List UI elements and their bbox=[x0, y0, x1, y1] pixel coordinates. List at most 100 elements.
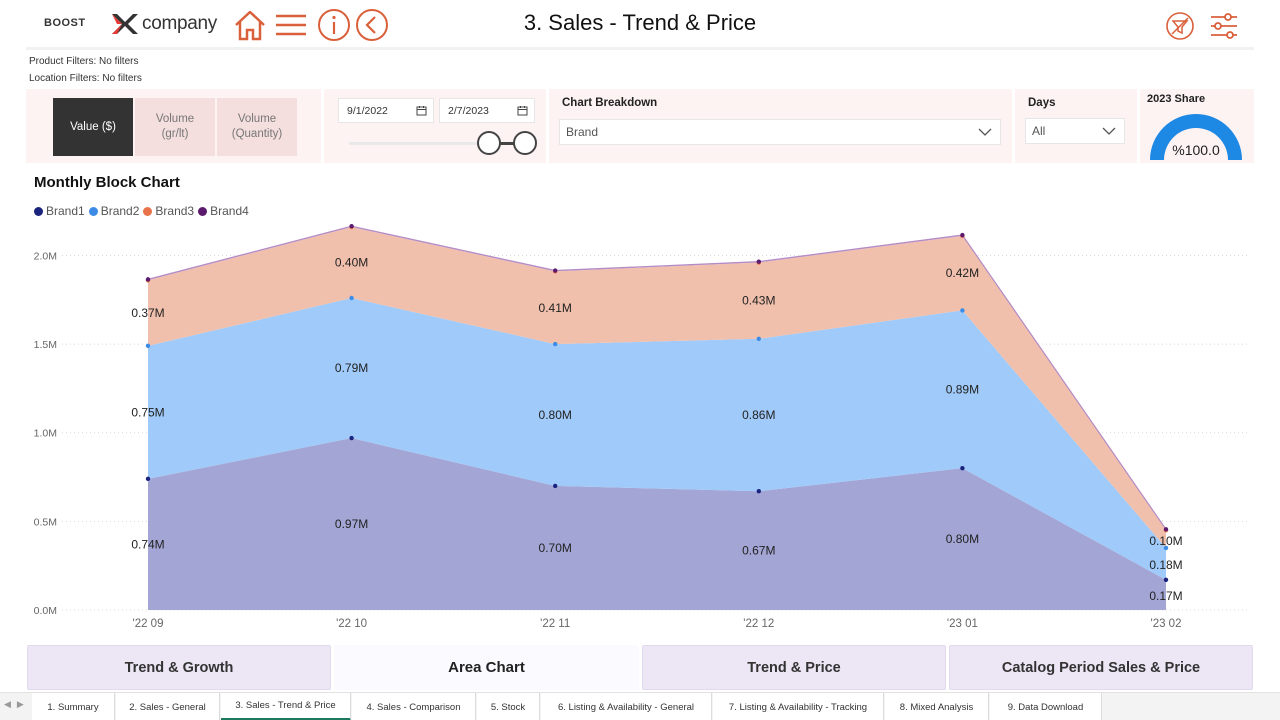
data-label-brand1: 0.97M bbox=[335, 517, 368, 531]
x-tick-label: '23 01 bbox=[947, 618, 978, 630]
company-logo: company bbox=[110, 10, 217, 38]
page-tab-8[interactable]: 8. Mixed Analysis bbox=[885, 693, 989, 720]
point-brand2 bbox=[756, 336, 761, 341]
share-gauge-fill bbox=[1150, 114, 1242, 160]
data-label-brand1: 0.17M bbox=[1149, 589, 1182, 603]
y-tick-label: 1.5M bbox=[34, 339, 57, 351]
start-date-input[interactable]: 9/1/2022 bbox=[338, 98, 434, 123]
point-brand4 bbox=[349, 224, 354, 229]
legend-dot bbox=[143, 206, 153, 216]
point-brand2 bbox=[145, 343, 151, 349]
page-tab-3[interactable]: 3. Sales - Trend & Price bbox=[221, 693, 351, 720]
y-tick-label: 2.0M bbox=[34, 250, 57, 262]
days-dropdown[interactable]: All bbox=[1025, 118, 1125, 144]
legend-label: Brand2 bbox=[100, 204, 140, 218]
point-brand1 bbox=[145, 476, 151, 482]
point-brand2 bbox=[349, 295, 354, 301]
point-brand4 bbox=[145, 277, 151, 282]
date-slider-end-handle[interactable] bbox=[513, 131, 537, 155]
company-logo-text: company bbox=[142, 13, 217, 34]
point-brand1 bbox=[1163, 577, 1169, 583]
data-label-brand2: 0.89M bbox=[946, 382, 979, 396]
data-label-brand2: 0.75M bbox=[131, 405, 164, 419]
point-brand1 bbox=[960, 465, 965, 471]
y-tick-label: 1.0M bbox=[34, 428, 57, 440]
date-slider-start-handle[interactable] bbox=[477, 131, 501, 155]
x-tick-label: '22 09 bbox=[133, 618, 164, 630]
date-slider-track[interactable] bbox=[349, 142, 524, 145]
point-brand2 bbox=[553, 341, 558, 347]
view-tab-area-chart[interactable]: Area Chart bbox=[334, 645, 639, 690]
point-brand1 bbox=[349, 435, 354, 441]
x-tick-label: '22 12 bbox=[743, 618, 774, 630]
filter-clear-icon[interactable] bbox=[1163, 9, 1197, 43]
calendar-icon bbox=[517, 106, 528, 116]
page-tab-2[interactable]: 2. Sales - General bbox=[116, 693, 220, 720]
data-label-brand2: 0.18M bbox=[1149, 558, 1182, 572]
measure-value-button[interactable]: Value ($) bbox=[53, 98, 133, 156]
page-scroll-arrows[interactable]: ◀▶ bbox=[4, 699, 30, 709]
chart-breakdown-dropdown[interactable]: Brand bbox=[559, 119, 1001, 145]
legend-item-brand1[interactable]: Brand1 bbox=[34, 204, 85, 218]
y-tick-label: 0.5M bbox=[34, 516, 57, 528]
data-label-brand1: 0.70M bbox=[539, 541, 572, 555]
point-brand4 bbox=[960, 232, 965, 238]
point-brand4 bbox=[756, 259, 761, 264]
chart-legend: Brand1 Brand2 Brand3 Brand4 bbox=[34, 204, 253, 218]
page-tab-9[interactable]: 9. Data Download bbox=[990, 693, 1102, 720]
page-tab-6[interactable]: 6. Listing & Availability - General bbox=[541, 693, 712, 720]
data-label-brand2: 0.86M bbox=[742, 408, 775, 422]
home-icon[interactable] bbox=[233, 8, 267, 42]
legend-label: Brand4 bbox=[210, 204, 249, 218]
measure-volume-grlt-button[interactable]: Volume (gr/lt) bbox=[135, 98, 215, 156]
back-icon[interactable] bbox=[355, 8, 389, 42]
page-tab-7[interactable]: 7. Listing & Availability - Tracking bbox=[713, 693, 884, 720]
share-gauge bbox=[1146, 108, 1246, 160]
boost-logo: BOOST bbox=[44, 17, 86, 29]
end-date-value: 2/7/2023 bbox=[448, 104, 489, 117]
location-filters-text: Location Filters: No filters bbox=[29, 73, 142, 84]
data-label-brand3: 0.43M bbox=[742, 294, 775, 308]
days-value: All bbox=[1032, 124, 1046, 138]
legend-item-brand4[interactable]: Brand4 bbox=[198, 204, 249, 218]
chart-breakdown-label: Chart Breakdown bbox=[562, 97, 658, 109]
page-tab-1[interactable]: 1. Summary bbox=[32, 693, 115, 720]
point-brand2 bbox=[1163, 545, 1169, 551]
calendar-icon bbox=[416, 106, 427, 116]
data-label-brand2: 0.80M bbox=[539, 408, 572, 422]
legend-label: Brand1 bbox=[46, 204, 85, 218]
legend-item-brand3[interactable]: Brand3 bbox=[143, 204, 194, 218]
point-brand1 bbox=[553, 483, 558, 489]
menu-icon[interactable] bbox=[274, 8, 308, 42]
share-value: %100.0 bbox=[1172, 142, 1220, 158]
page-tab-4[interactable]: 4. Sales - Comparison bbox=[352, 693, 476, 720]
view-tab-catalog-period-sales-price[interactable]: Catalog Period Sales & Price bbox=[949, 645, 1253, 690]
data-label-brand3: 0.42M bbox=[946, 266, 979, 280]
data-label-brand2: 0.79M bbox=[335, 361, 368, 375]
data-label-brand1: 0.74M bbox=[131, 537, 164, 551]
chevron-down-icon bbox=[1102, 127, 1116, 135]
end-date-input[interactable]: 2/7/2023 bbox=[439, 98, 535, 123]
measure-volume-quantity-button[interactable]: Volume (Quantity) bbox=[217, 98, 297, 156]
date-slider-range bbox=[489, 142, 525, 145]
view-tab-trend-price[interactable]: Trend & Price bbox=[642, 645, 946, 690]
view-tab-trend-growth[interactable]: Trend & Growth bbox=[27, 645, 331, 690]
x-tick-label: '22 10 bbox=[336, 618, 367, 630]
chart-title: Monthly Block Chart bbox=[34, 174, 180, 191]
data-label-brand1: 0.67M bbox=[742, 544, 775, 558]
area-brand2 bbox=[148, 298, 1166, 580]
x-tick-label: '23 02 bbox=[1151, 618, 1182, 630]
page-tab-5[interactable]: 5. Stock bbox=[477, 693, 540, 720]
settings-sliders-icon[interactable] bbox=[1207, 9, 1241, 43]
share-label: 2023 Share bbox=[1147, 93, 1206, 105]
header-divider bbox=[26, 47, 1254, 50]
legend-item-brand2[interactable]: Brand2 bbox=[88, 204, 140, 218]
point-brand4 bbox=[553, 268, 558, 273]
chevron-down-icon bbox=[978, 128, 992, 136]
info-icon[interactable] bbox=[317, 8, 351, 42]
start-date-value: 9/1/2022 bbox=[347, 104, 388, 117]
area-chart: 0.0M 0.5M 1.0M 1.5M 2.0M '22 09 '22 10 '22 11 '2… bbox=[34, 224, 1250, 630]
data-label-brand3: 0.40M bbox=[335, 256, 368, 270]
days-label: Days bbox=[1028, 97, 1056, 109]
chart-breakdown-value: Brand bbox=[566, 125, 599, 139]
